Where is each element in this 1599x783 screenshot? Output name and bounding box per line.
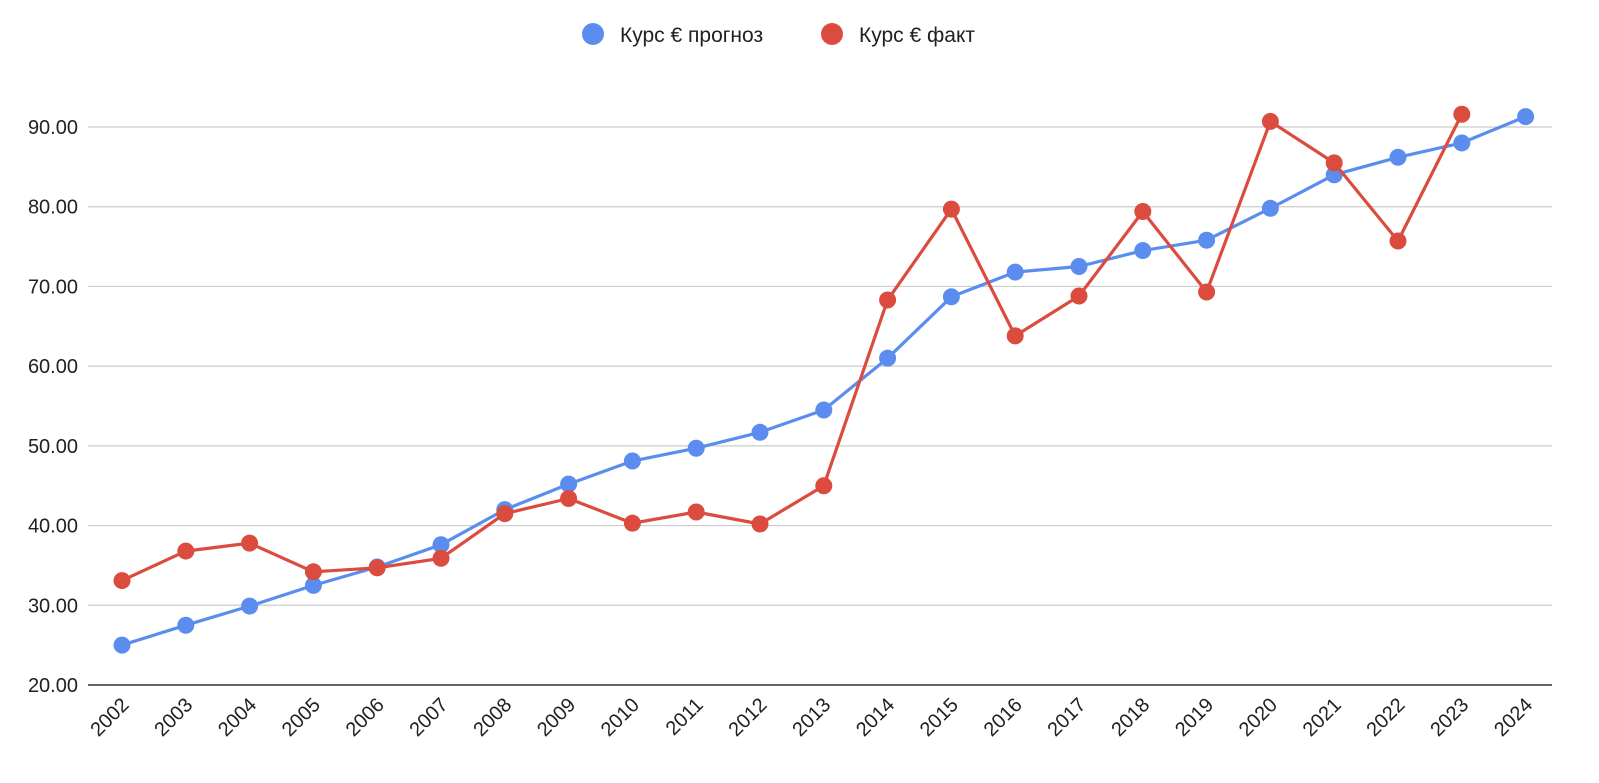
x-tick-label: 2014: [852, 694, 899, 741]
y-tick-label: 90.00: [28, 117, 78, 139]
data-point: [751, 423, 769, 441]
legend: Курс € прогноз Курс € факт: [582, 23, 975, 47]
y-tick-label: 60.00: [28, 356, 78, 378]
legend-label: Курс € прогноз: [620, 24, 763, 47]
x-tick-label: 2006: [342, 694, 389, 741]
data-point: [113, 572, 131, 590]
x-tick-label: 2016: [980, 694, 1027, 741]
x-tick-label: 2002: [87, 694, 134, 741]
data-point: [432, 536, 450, 554]
y-tick-label: 70.00: [28, 276, 78, 298]
data-point: [177, 616, 195, 634]
data-point: [942, 288, 960, 306]
data-point: [879, 291, 897, 309]
x-tick-label: 2013: [788, 694, 835, 741]
y-tick-label: 80.00: [28, 197, 78, 219]
x-tick-label: 2007: [406, 694, 453, 741]
data-point: [241, 534, 259, 552]
data-point: [751, 515, 769, 533]
data-point: [1453, 134, 1471, 152]
x-tick-label: 2004: [214, 694, 261, 741]
data-point: [1325, 154, 1343, 172]
data-point: [623, 452, 641, 470]
data-point: [1198, 231, 1216, 249]
y-tick-label: 50.00: [28, 436, 78, 458]
legend-marker: [582, 23, 604, 45]
x-tick-label: 2008: [469, 694, 516, 741]
x-tick-label: 2023: [1426, 694, 1473, 741]
data-point: [1006, 327, 1024, 345]
series-layer: [113, 105, 1535, 654]
data-point: [496, 505, 514, 523]
x-tick-label: 2024: [1490, 694, 1537, 741]
data-point: [1198, 283, 1216, 301]
data-point: [623, 514, 641, 532]
data-point: [1261, 199, 1279, 217]
gridlines: [88, 126, 1552, 686]
y-axis-ticks: 20.00 30.00 40.00 50.00 60.00 70.00 80.00 90.00: [28, 117, 78, 697]
series-2: [113, 105, 1471, 590]
data-point: [942, 200, 960, 218]
x-tick-label: 2010: [597, 694, 644, 741]
data-point: [687, 503, 705, 521]
x-tick-label: 2009: [533, 694, 580, 741]
data-point: [432, 549, 450, 567]
x-tick-label: 2021: [1299, 694, 1346, 741]
data-point: [177, 542, 195, 560]
y-tick-label: 40.00: [28, 516, 78, 538]
data-point: [1453, 105, 1471, 123]
data-point: [1134, 202, 1152, 220]
data-point: [1389, 148, 1407, 166]
x-tick-label: 2020: [1235, 694, 1282, 741]
data-point: [1389, 232, 1407, 250]
x-tick-label: 2011: [662, 694, 708, 740]
data-point: [1261, 112, 1279, 130]
data-point: [1517, 108, 1535, 126]
x-tick-label: 2003: [150, 694, 197, 741]
x-tick-label: 2015: [916, 694, 963, 741]
x-tick-label: 2012: [725, 694, 772, 741]
x-tick-label: 2019: [1171, 694, 1218, 741]
data-point: [560, 489, 578, 507]
data-point: [113, 636, 131, 654]
x-tick-label: 2018: [1107, 694, 1154, 741]
x-tick-label: 2005: [278, 694, 325, 741]
series-line: [121, 113, 1464, 583]
data-point: [879, 349, 897, 367]
x-tick-label: 2022: [1363, 694, 1410, 741]
x-axis-ticks: 2002 2003 2004 2005 2006 2007 2008 2009 2010 2011…: [87, 694, 1538, 741]
data-point: [304, 563, 322, 581]
legend-label: Курс € факт: [859, 24, 975, 47]
data-point: [560, 475, 578, 493]
data-point: [815, 477, 833, 495]
x-tick-label: 2017: [1044, 694, 1091, 741]
data-point: [241, 597, 259, 615]
data-point: [1006, 263, 1024, 281]
series-line: [121, 115, 1527, 647]
data-point: [304, 576, 322, 594]
data-point: [687, 439, 705, 457]
data-point: [368, 559, 386, 577]
data-point: [1134, 242, 1152, 260]
data-point: [1070, 287, 1088, 305]
data-point: [1070, 258, 1088, 275]
legend-marker: [821, 23, 843, 45]
data-point: [815, 401, 833, 419]
y-tick-label: 20.00: [28, 675, 78, 697]
series-1: [113, 108, 1535, 654]
y-tick-label: 30.00: [28, 595, 78, 617]
